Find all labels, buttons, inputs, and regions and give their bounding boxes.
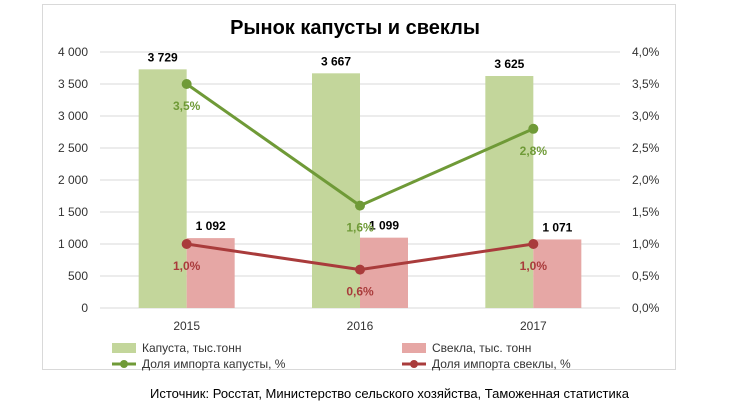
source-note: Источник: Росстат, Министерство сельског… bbox=[150, 386, 629, 401]
line-value-label: 1,0% bbox=[520, 259, 548, 273]
x-tick-label: 2016 bbox=[347, 319, 374, 333]
chart: Рынок капусты и свеклы 0 500 1 000 1 500 2 00… bbox=[58, 17, 660, 371]
line-value-label: 1,6% bbox=[346, 221, 374, 235]
y-left-tick-label: 2 000 bbox=[58, 173, 88, 187]
line-point bbox=[181, 239, 192, 249]
bar-value-label: 3 729 bbox=[148, 50, 178, 64]
x-tick-label: 2015 bbox=[173, 319, 200, 333]
line-value-label: 0,6% bbox=[346, 285, 374, 299]
bar-value-label: 1 099 bbox=[369, 219, 399, 233]
legend-swatch bbox=[402, 343, 426, 353]
y-right-tick-label: 2,0% bbox=[632, 173, 660, 187]
line-point bbox=[355, 200, 365, 211]
bar bbox=[312, 73, 360, 308]
y-right-tick-label: 3,0% bbox=[632, 109, 660, 123]
legend-swatch bbox=[112, 343, 136, 353]
y-left-tick-label: 4 000 bbox=[58, 45, 88, 59]
bar bbox=[533, 239, 582, 308]
bar-value-label: 3 625 bbox=[494, 57, 524, 71]
y-right-tick-label: 1,0% bbox=[632, 237, 660, 251]
y-right-tick-label: 1,5% bbox=[632, 205, 660, 219]
line-point bbox=[181, 79, 192, 89]
y-right-tick-label: 3,5% bbox=[632, 77, 660, 91]
y-left-tick-label: 1 500 bbox=[58, 205, 88, 219]
bar bbox=[138, 69, 187, 309]
y-right-tick-label: 2,5% bbox=[632, 141, 660, 155]
y-left-tick-label: 1 000 bbox=[58, 237, 88, 251]
y-left-tick-label: 2 500 bbox=[58, 141, 88, 155]
legend-label: Капуста, тыс.тонн bbox=[142, 341, 241, 355]
y-right-tick-label: 4,0% bbox=[632, 45, 660, 59]
x-tick-label: 2017 bbox=[520, 319, 547, 333]
legend-marker bbox=[120, 360, 128, 368]
y-right-tick-label: 0,5% bbox=[632, 269, 660, 283]
legend-marker bbox=[410, 360, 418, 368]
line-value-label: 3,5% bbox=[173, 99, 201, 113]
line-value-label: 2,8% bbox=[520, 144, 548, 158]
bar-value-label: 1 071 bbox=[542, 220, 572, 234]
legend-label: Доля импорта капусты, % bbox=[142, 357, 286, 371]
bar bbox=[485, 76, 534, 308]
y-left-tick-label: 0 bbox=[81, 301, 88, 315]
y-left-tick-label: 500 bbox=[68, 269, 88, 283]
legend-label: Доля импорта свеклы, % bbox=[432, 357, 571, 371]
line-point bbox=[528, 239, 539, 249]
chart-title: Рынок капусты и свеклы bbox=[230, 17, 480, 39]
line-point bbox=[528, 123, 539, 134]
y-right-tick-label: 0,0% bbox=[632, 301, 660, 315]
legend-label: Свекла, тыс. тонн bbox=[432, 341, 531, 355]
y-left-tick-label: 3 000 bbox=[58, 109, 88, 123]
bar-value-label: 1 092 bbox=[196, 219, 226, 233]
bar-value-label: 3 667 bbox=[321, 54, 351, 68]
line-point bbox=[355, 264, 365, 275]
y-left-tick-label: 3 500 bbox=[58, 77, 88, 91]
bar bbox=[360, 237, 408, 308]
line-value-label: 1,0% bbox=[173, 259, 201, 273]
